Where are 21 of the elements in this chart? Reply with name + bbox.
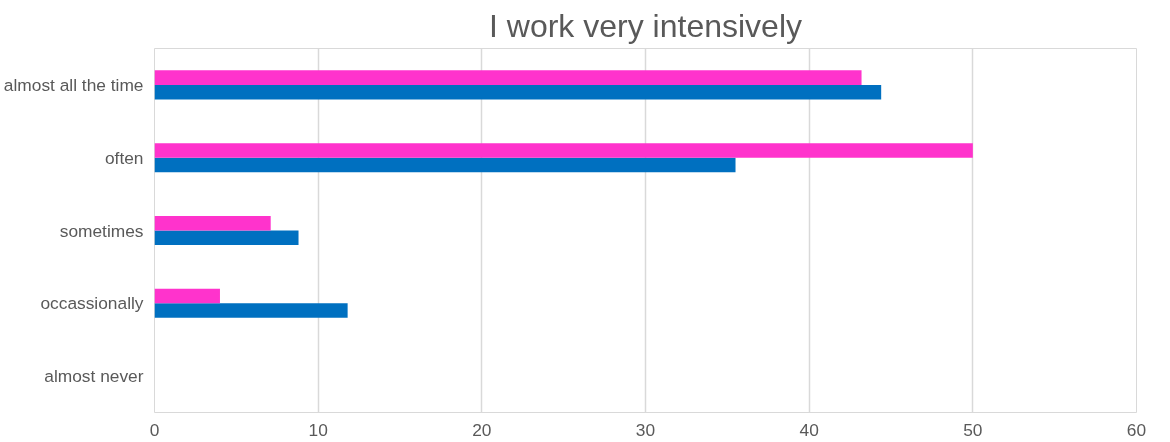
y-tick-label: occassionally xyxy=(40,293,144,314)
y-tick-label: sometimes xyxy=(59,220,144,241)
x-tick-label: 40 xyxy=(799,419,819,440)
x-tick-label: 20 xyxy=(472,419,492,440)
y-tick-label: almost never xyxy=(44,366,144,387)
bar xyxy=(154,70,862,85)
chart-title: I work very intensively xyxy=(489,7,802,44)
y-tick-label: often xyxy=(104,147,144,168)
bar xyxy=(154,157,736,173)
bar xyxy=(154,215,271,231)
x-tick-label: 60 xyxy=(1126,419,1147,440)
bar xyxy=(154,288,220,304)
x-tick-label: 0 xyxy=(149,419,160,440)
bar xyxy=(154,230,299,246)
y-tick-label: almost all the time xyxy=(3,74,144,95)
bar xyxy=(154,303,348,318)
bar xyxy=(154,143,973,158)
x-tick-label: 50 xyxy=(963,419,983,440)
x-tick-label: 30 xyxy=(635,419,656,440)
bar xyxy=(154,84,882,100)
x-tick-label: 10 xyxy=(308,419,328,440)
